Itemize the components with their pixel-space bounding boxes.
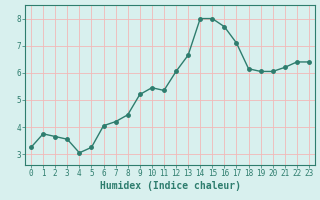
X-axis label: Humidex (Indice chaleur): Humidex (Indice chaleur) <box>100 181 241 191</box>
